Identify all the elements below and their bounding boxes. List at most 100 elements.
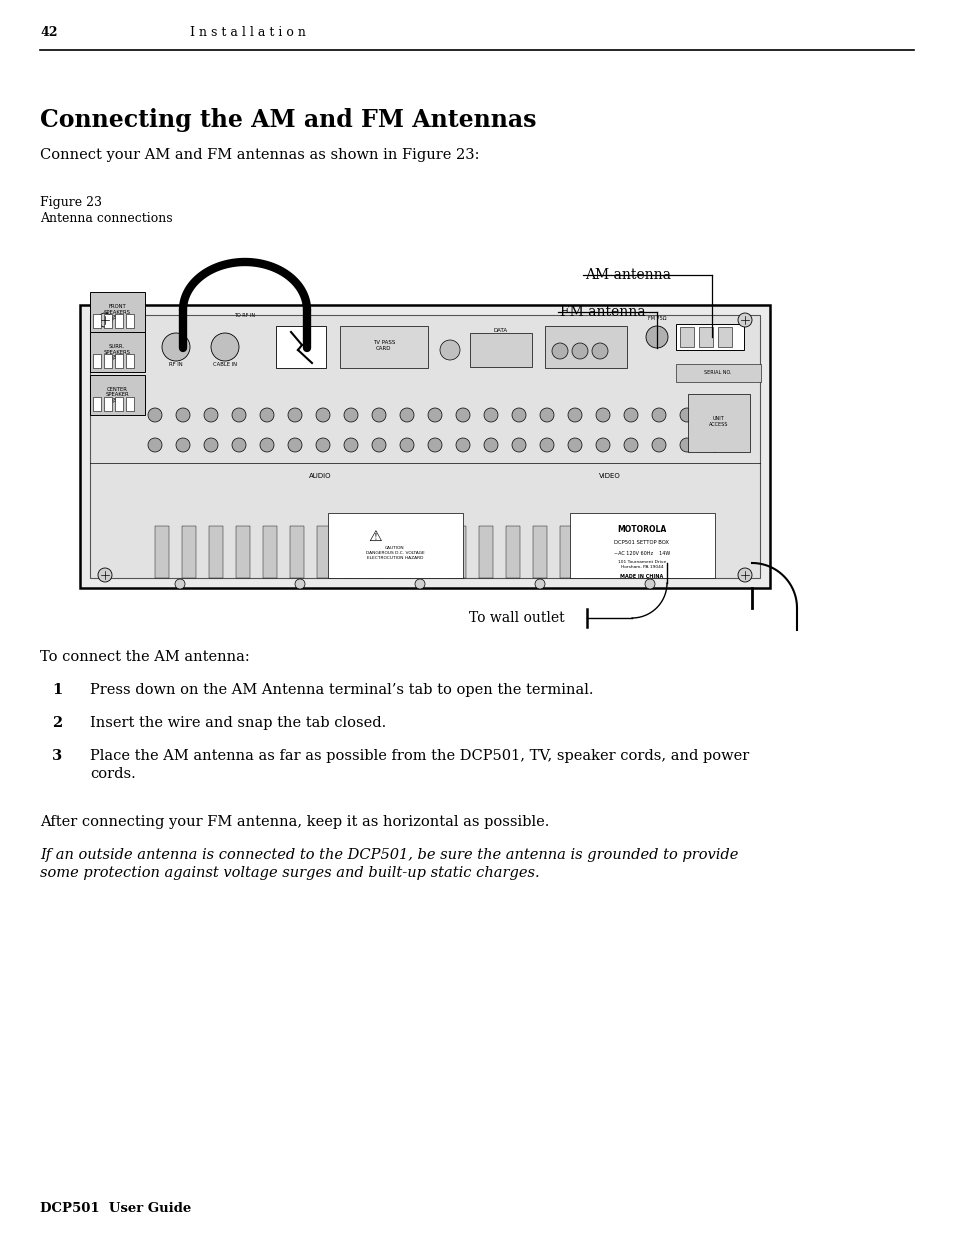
Bar [452,526,465,578]
Circle shape [512,438,525,452]
Circle shape [535,579,544,589]
Bar [90,332,145,372]
Circle shape [315,408,330,422]
Circle shape [174,579,185,589]
Circle shape [294,579,305,589]
Bar [478,526,493,578]
Text: TO RF IN: TO RF IN [234,312,255,317]
Bar [115,396,123,411]
Circle shape [175,438,190,452]
Bar [182,526,195,578]
Text: Connect your AM and FM antennas as shown in Figure 23:: Connect your AM and FM antennas as shown… [40,148,479,162]
Circle shape [315,438,330,452]
Circle shape [738,568,751,582]
Circle shape [98,312,112,327]
Circle shape [232,408,246,422]
Circle shape [372,438,386,452]
Bar [505,526,519,578]
Text: 1: 1 [52,683,62,697]
Text: If an outside antenna is connected to the DCP501, be sure the antenna is grounde: If an outside antenna is connected to th… [40,848,738,862]
Circle shape [162,333,190,361]
Bar [371,526,385,578]
Bar [263,526,276,578]
Circle shape [415,579,424,589]
Circle shape [148,408,162,422]
Bar [676,364,760,382]
Bar [104,396,112,411]
Circle shape [539,438,554,452]
Text: Place the AM antenna as far as possible from the DCP501, TV, speaker cords, and : Place the AM antenna as far as possible … [90,748,748,763]
Text: RF IN: RF IN [169,362,183,367]
Bar [92,314,101,329]
Circle shape [288,438,302,452]
Text: Insert the wire and snap the tab closed.: Insert the wire and snap the tab closed. [90,716,386,730]
Text: CAUTION
DANGEROUS D.C. VOLTAGE
ELECTROCUTION HAZARD: CAUTION DANGEROUS D.C. VOLTAGE ELECTROCU… [365,546,424,559]
Bar [328,513,462,578]
Bar [90,315,760,578]
Text: Figure 23: Figure 23 [40,196,102,209]
Circle shape [623,438,638,452]
Text: cords.: cords. [90,767,135,781]
Text: 2: 2 [52,716,62,730]
Bar [80,305,769,588]
Bar [687,394,749,452]
Text: SURR.
SPEAKERS
(8Ω): SURR. SPEAKERS (8Ω) [103,343,131,361]
Text: To connect the AM antenna:: To connect the AM antenna: [40,650,250,664]
Circle shape [707,438,721,452]
Circle shape [288,408,302,422]
Circle shape [456,408,470,422]
Text: 42: 42 [40,26,57,40]
Text: Connecting the AM and FM Antennas: Connecting the AM and FM Antennas [40,107,536,132]
Bar [676,324,743,350]
Circle shape [651,438,665,452]
Circle shape [623,408,638,422]
Bar [679,327,693,347]
Bar [470,333,532,367]
Circle shape [707,408,721,422]
Circle shape [428,438,441,452]
Bar [316,526,331,578]
Circle shape [512,408,525,422]
Circle shape [539,408,554,422]
Bar [640,526,655,578]
Text: ~AC 120V 60Hz    14W: ~AC 120V 60Hz 14W [613,551,669,556]
Circle shape [372,408,386,422]
Circle shape [596,438,609,452]
Text: CENTER
SPEAKER
(8Ω): CENTER SPEAKER (8Ω) [105,387,129,404]
Text: VIDEO: VIDEO [598,473,620,479]
Circle shape [567,438,581,452]
Bar [718,327,731,347]
Text: I n s t a l l a t i o n: I n s t a l l a t i o n [190,26,306,40]
Text: 3: 3 [52,748,62,763]
Bar [104,314,112,329]
Circle shape [175,408,190,422]
Circle shape [232,438,246,452]
Text: To wall outlet: To wall outlet [469,611,564,625]
Bar [126,354,133,368]
Text: FRONT
SPEAKERS
(8Ω): FRONT SPEAKERS (8Ω) [103,304,131,320]
Text: 101 Tournament Drive
Horsham, PA 19044: 101 Tournament Drive Horsham, PA 19044 [618,561,665,569]
Circle shape [211,333,239,361]
Circle shape [260,408,274,422]
Circle shape [679,438,693,452]
Text: DATA: DATA [494,329,508,333]
Text: FM antenna: FM antenna [559,305,645,319]
Circle shape [567,408,581,422]
Bar [699,327,712,347]
Text: FM 75Ω: FM 75Ω [647,316,665,321]
Circle shape [344,438,357,452]
Bar [424,526,438,578]
Bar [115,314,123,329]
Circle shape [552,343,567,359]
Bar [569,513,714,578]
Bar [544,326,626,368]
Circle shape [399,408,414,422]
Circle shape [644,579,655,589]
Text: AM antenna: AM antenna [584,268,670,282]
Bar [290,526,304,578]
Circle shape [645,326,667,348]
Circle shape [204,438,218,452]
Bar [104,354,112,368]
Bar [397,526,412,578]
Bar [344,526,357,578]
